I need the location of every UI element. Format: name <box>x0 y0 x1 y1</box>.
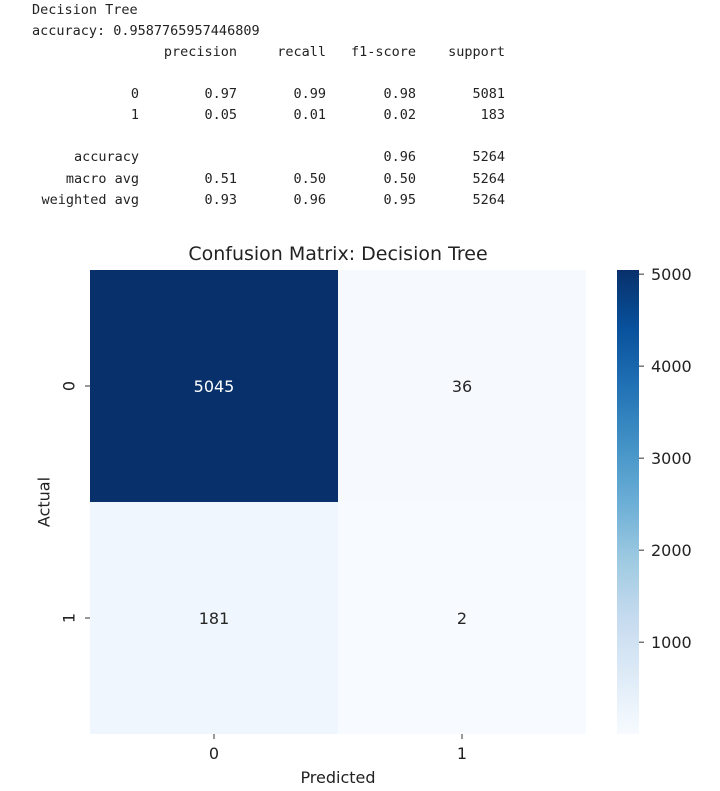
colorbar-tick-label: 2000 <box>651 541 692 560</box>
report-cell-precision: 0.05 <box>204 107 237 123</box>
report-cell-f1: 0.98 <box>383 86 416 102</box>
report-cell-support: 5264 <box>472 192 505 208</box>
report-cell-recall: 0.96 <box>293 192 326 208</box>
heatmap-cell <box>338 270 586 502</box>
report-cell-f1: 0.02 <box>383 107 416 123</box>
report-row-label: accuracy <box>73 149 139 165</box>
report-row-label: weighted avg <box>41 192 139 208</box>
y-tick-label: 0 <box>60 381 79 391</box>
colorbar-tick-label: 5000 <box>651 265 692 284</box>
report-cell-f1: 0.96 <box>383 149 416 165</box>
y-tick-label: 1 <box>60 613 79 623</box>
report-cell-recall: 0.01 <box>293 107 326 123</box>
report-cell-support: 5264 <box>472 171 505 187</box>
x-tick-label: 0 <box>209 744 219 763</box>
colorbar-tick-label: 4000 <box>651 357 692 376</box>
report-cell-f1: 0.50 <box>383 171 416 187</box>
cell-value-label: 36 <box>452 377 472 396</box>
report-row-label: 1 <box>130 107 139 123</box>
report-cell-precision: 0.93 <box>204 192 237 208</box>
report-title: Decision Tree <box>32 2 138 18</box>
report-cell-support: 5264 <box>472 149 505 165</box>
report-cell-support: 183 <box>480 107 505 123</box>
report-row-label: macro avg <box>65 171 139 187</box>
heatmap-cell <box>90 270 338 502</box>
x-tick-label: 1 <box>457 744 467 763</box>
report-cell-precision: 0.97 <box>204 86 237 102</box>
report-row-label: 0 <box>130 86 139 102</box>
report-cell-recall: 0.99 <box>293 86 326 102</box>
report-cell-recall: 0.50 <box>293 171 326 187</box>
colorbar-tick-label: 3000 <box>651 449 692 468</box>
report-accuracy: accuracy: 0.9587765957446809 <box>32 23 260 40</box>
cell-value-label: 181 <box>199 609 230 628</box>
colorbar <box>617 270 639 734</box>
report-cell-f1: 0.95 <box>383 192 416 208</box>
chart-title: Confusion Matrix: Decision Tree <box>188 243 487 265</box>
cell-value-label: 2 <box>457 609 467 628</box>
cell-value-label: 5045 <box>194 377 235 396</box>
y-axis-label: Actual <box>35 477 54 527</box>
precision-header: precision <box>163 44 237 60</box>
heatmap-cell <box>90 502 338 734</box>
recall-header: recall <box>277 44 326 60</box>
report-cell-precision: 0.51 <box>204 171 237 187</box>
f1-score-header: f1-score <box>350 44 416 60</box>
heatmap-cell <box>338 502 586 734</box>
support-header: support <box>448 44 505 60</box>
report-cell-support: 5081 <box>472 86 505 102</box>
classification-report: Decision Tree accuracy: 0.95877659574468… <box>32 0 260 42</box>
x-axis-label: Predicted <box>300 768 375 787</box>
colorbar-tick-label: 1000 <box>651 633 692 652</box>
